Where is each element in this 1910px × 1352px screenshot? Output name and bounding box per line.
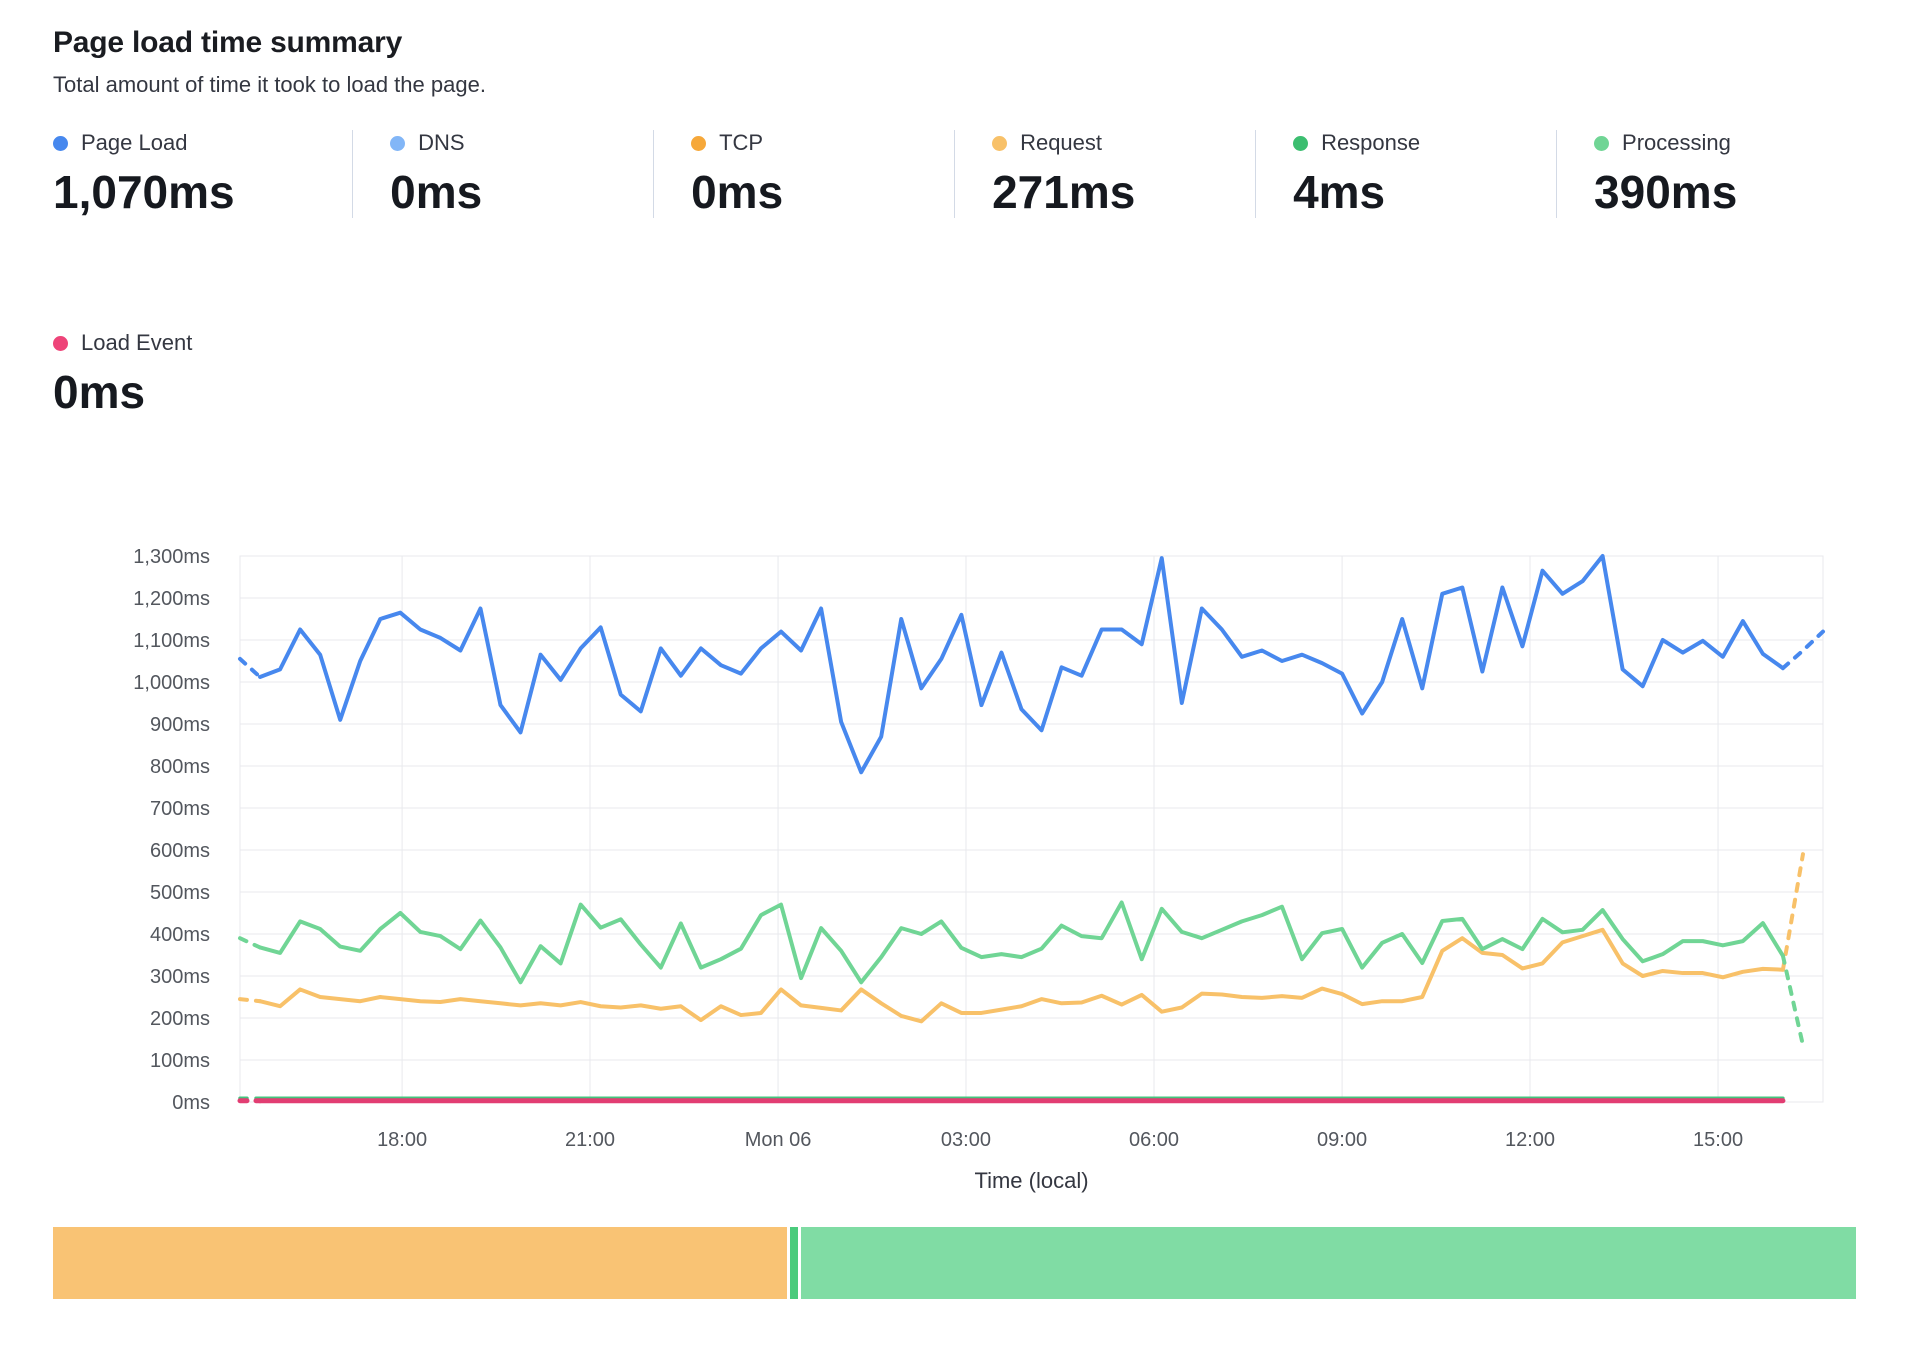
- page-subtitle: Total amount of time it took to load the…: [53, 72, 486, 97]
- x-axis-title: Time (local): [974, 1168, 1088, 1193]
- legend-dot-page-load: [53, 135, 68, 151]
- breakdown-green-segment: [801, 1227, 1856, 1299]
- x-axis-tick-label: 18:00: [377, 1129, 427, 1151]
- x-axis-tick-label: 06:00: [1129, 1129, 1179, 1151]
- series-request-line: [258, 927, 1785, 1024]
- metric-label-processing: Processing: [1622, 130, 1731, 155]
- metric-value-processing: 390ms: [1594, 166, 1738, 218]
- x-axis-tick-label: 21:00: [565, 1129, 615, 1151]
- metric-label-request: Request: [1020, 130, 1103, 155]
- y-axis-tick-label: 300ms: [150, 966, 210, 988]
- metric-dns: DNS 0ms: [352, 130, 653, 218]
- duration-breakdown-bar: [53, 1227, 1857, 1299]
- legend-dot-load-event: [53, 335, 68, 351]
- legend-dot-dns: [390, 135, 406, 151]
- y-axis-tick-label: 600ms: [150, 840, 210, 862]
- y-axis-tick-label: 1,200ms: [133, 588, 210, 610]
- series-page-load-line: [258, 554, 1785, 775]
- series-processing-tail-dash: [1780, 953, 1805, 1048]
- metric-label-tcp: TCP: [719, 130, 764, 155]
- x-axis-tick-label: 15:00: [1693, 1129, 1743, 1151]
- legend-dot-tcp: [691, 135, 707, 151]
- metric-response: Response 4ms: [1255, 130, 1556, 218]
- series-request-tail-dash: [1780, 852, 1805, 972]
- y-axis-tick-label: 700ms: [150, 798, 210, 820]
- metric-value-response: 4ms: [1293, 166, 1386, 218]
- y-axis-tick-label: 200ms: [150, 1008, 210, 1030]
- metrics-row-2: Load Event 0ms: [53, 330, 1857, 418]
- breakdown-dark-green-segment: [790, 1227, 798, 1299]
- metric-page-load: Page Load 1,070ms: [53, 130, 352, 218]
- y-axis-tick-label: 0ms: [172, 1092, 210, 1114]
- legend-dot-processing: [1594, 135, 1610, 151]
- metric-value-request: 271ms: [992, 166, 1136, 218]
- metric-value-dns: 0ms: [390, 166, 483, 218]
- plot-border: [239, 555, 1824, 1103]
- x-axis-tick-label: Mon 06: [745, 1129, 812, 1151]
- series-page-load-head-dash: [238, 656, 263, 679]
- metric-label-load-event: Load Event: [81, 330, 193, 355]
- metric-value-page-load: 1,070ms: [53, 166, 235, 218]
- y-axis-tick-label: 1,000ms: [133, 672, 210, 694]
- y-axis-tick-label: 1,100ms: [133, 630, 210, 652]
- load-time-chart[interactable]: 0ms 100ms 200ms 300ms 400ms 500ms 600ms 700ms 80…: [53, 546, 1857, 1211]
- metric-label-page-load: Page Load: [81, 130, 188, 155]
- metrics-row-1: Page Load 1,070ms DNS 0ms TCP 0ms Reques…: [53, 130, 1857, 218]
- breakdown-gap: [798, 1227, 801, 1299]
- x-axis-tick-label: 03:00: [941, 1129, 991, 1151]
- y-axis-tick-label: 1,300ms: [133, 546, 210, 568]
- metric-tcp: TCP 0ms: [653, 130, 954, 218]
- series-processing-line: [258, 900, 1785, 985]
- series-request-head-dash: [238, 997, 263, 1004]
- page-load-summary-panel: Page load time summary Total amount of t…: [53, 26, 1857, 1299]
- breakdown-orange-segment: [53, 1227, 787, 1299]
- metric-value-tcp: 0ms: [691, 166, 784, 218]
- load-time-chart-svg[interactable]: 0ms 100ms 200ms 300ms 400ms 500ms 600ms 700ms 80…: [53, 546, 1857, 1206]
- y-axis-tick-label: 800ms: [150, 756, 210, 778]
- page-title: Page load time summary: [53, 26, 403, 59]
- legend-dot-response: [1293, 135, 1309, 151]
- metric-processing: Processing 390ms: [1556, 130, 1857, 218]
- y-axis-tick-label: 500ms: [150, 882, 210, 904]
- y-axis-tick-label: 100ms: [150, 1050, 210, 1072]
- breakdown-gap: [787, 1227, 790, 1299]
- legend-dot-request: [992, 135, 1008, 151]
- x-axis-tick-label: 12:00: [1505, 1129, 1555, 1151]
- metric-value-load-event: 0ms: [53, 366, 146, 418]
- x-axis-tick-label: 09:00: [1317, 1129, 1367, 1151]
- y-axis-tick-label: 400ms: [150, 924, 210, 946]
- metric-label-dns: DNS: [418, 130, 465, 155]
- metric-load-event: Load Event 0ms: [53, 330, 367, 418]
- metric-request: Request 271ms: [954, 130, 1255, 218]
- metric-label-response: Response: [1321, 130, 1421, 155]
- series-processing-head-dash: [238, 936, 263, 950]
- series-page-load-tail-dash: [1780, 629, 1825, 671]
- y-axis-tick-label: 900ms: [150, 714, 210, 736]
